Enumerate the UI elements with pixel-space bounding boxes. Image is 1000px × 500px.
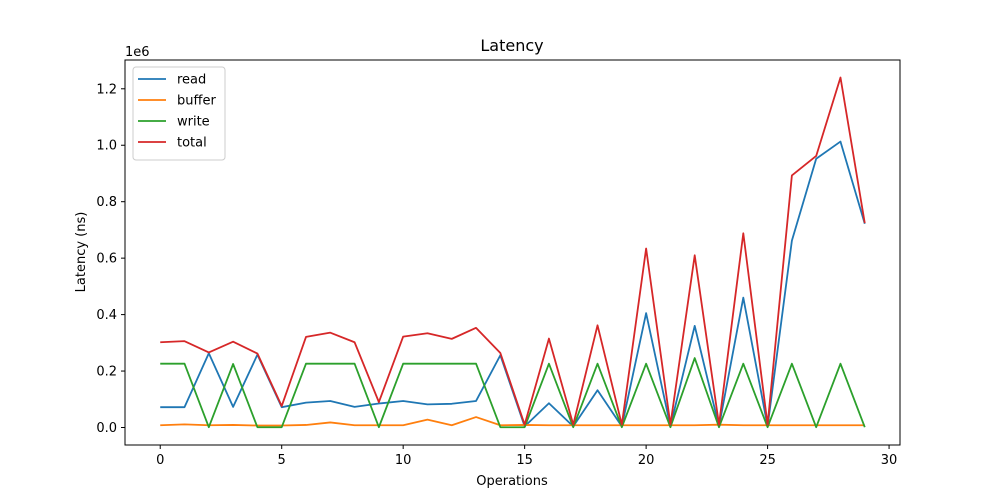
- x-tick-label: 20: [638, 453, 655, 468]
- legend-label-write: write: [177, 115, 210, 130]
- legend-label-read: read: [177, 73, 206, 88]
- y-axis: 0.0 0.2 0.4 0.6 0.8 1.0 1.2: [96, 82, 125, 436]
- series-line-buffer: [160, 416, 865, 427]
- y-tick-label: 1.2: [96, 82, 117, 97]
- y-tick-label: 0.0: [96, 421, 117, 436]
- x-tick-label: 30: [881, 453, 898, 468]
- x-tick-label: 15: [516, 453, 533, 468]
- y-tick-label: 0.4: [96, 308, 117, 323]
- y-axis-label: Latency (ns): [74, 212, 89, 293]
- series-line-read: [160, 140, 866, 428]
- legend-label-buffer: buffer: [177, 94, 216, 109]
- legend: read buffer write total: [132, 66, 226, 161]
- x-tick-label: 5: [278, 453, 286, 468]
- x-tick-label: 0: [156, 453, 164, 468]
- y-offset-label: 1e6: [125, 45, 150, 60]
- series-layer: [160, 76, 866, 429]
- legend-frame: [132, 66, 226, 161]
- x-axis-label: Operations: [476, 474, 548, 489]
- y-tick-label: 0.2: [96, 365, 117, 380]
- x-tick-label: 10: [395, 453, 412, 468]
- legend-label-total: total: [177, 136, 207, 151]
- series-line-total: [160, 76, 866, 426]
- y-tick-label: 0.6: [96, 252, 117, 267]
- x-tick-label: 25: [759, 453, 776, 468]
- x-axis: 0 5 10 15 20 25 30: [156, 445, 897, 468]
- series-line-write: [160, 357, 866, 429]
- plot-frame: [124, 59, 901, 446]
- chart-title: Latency: [480, 36, 543, 55]
- y-tick-label: 0.8: [96, 195, 117, 210]
- y-tick-label: 1.0: [96, 139, 117, 154]
